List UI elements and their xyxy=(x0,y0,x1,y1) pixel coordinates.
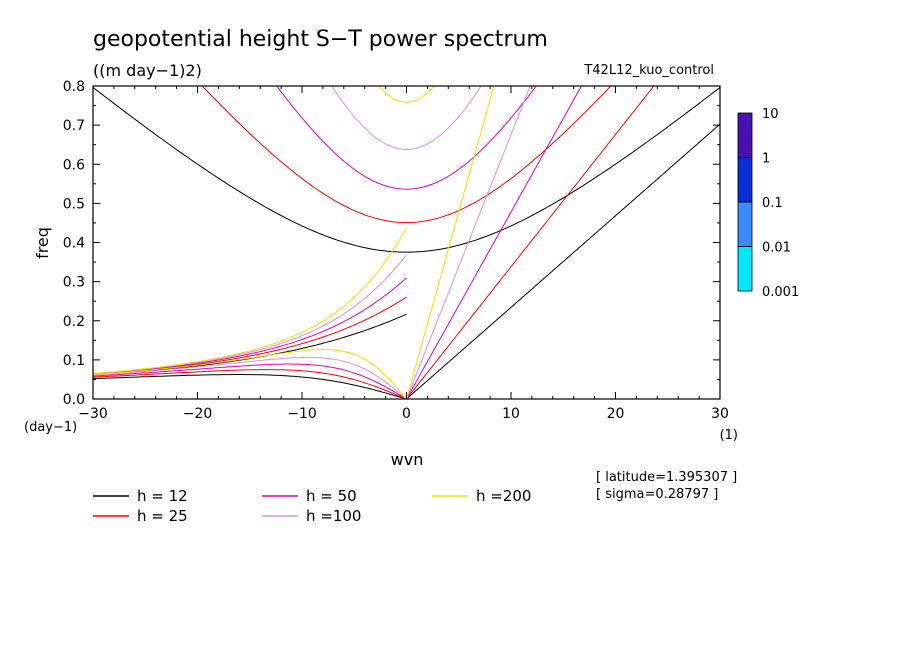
colorbar-segment-3 xyxy=(737,112,753,158)
colorbar-label-0: 0.001 xyxy=(762,285,799,300)
y-tick-label-3: 0.3 xyxy=(63,275,85,291)
x-unit-label: (1) xyxy=(720,428,738,443)
ig1-wave-h-12 xyxy=(93,87,720,253)
info-latitude: [ latitude=1.395307 ] xyxy=(596,470,737,485)
legend-label-1: h = 25 xyxy=(137,507,188,525)
y-tick-label-7: 0.7 xyxy=(63,118,85,134)
curve-h-200 xyxy=(93,86,495,399)
x-tick-label-1: −20 xyxy=(183,406,213,422)
ig1-wave-h-200 xyxy=(377,86,436,103)
plot-area xyxy=(93,86,720,399)
y-axis-label: freq xyxy=(33,227,52,259)
rossby-wave-h-25 xyxy=(93,369,407,399)
chart-title: geopotential height S−T power spectrum xyxy=(93,27,548,52)
x-axis: −30 −20 −10 0 10 20 30 xyxy=(78,86,729,422)
kelvin-wave-h-25 xyxy=(406,86,655,399)
ig1-wave-h-25 xyxy=(201,86,612,224)
colorbar-label-4: 10 xyxy=(762,107,779,122)
legend-label-4: h =200 xyxy=(476,487,531,505)
x-axis-label: wvn xyxy=(391,450,424,469)
rossby-wave-h-100 xyxy=(93,356,407,399)
colorbar-segment-2 xyxy=(737,157,753,203)
info-sigma: [ sigma=0.28797 ] xyxy=(596,487,718,502)
rossby-wave-h-12 xyxy=(93,374,407,399)
ig1-wave-h-50 xyxy=(276,86,537,190)
y-tick-label-4: 0.4 xyxy=(63,236,85,252)
dispersion-curves xyxy=(93,86,720,399)
y-tick-label-2: 0.2 xyxy=(63,314,85,330)
mrg-wave-h-200 xyxy=(93,227,407,374)
x-tick-label-0: −30 xyxy=(78,406,108,422)
chart-subtitle: ((m day−1)2) xyxy=(93,61,202,80)
y-tick-label-0: 0.0 xyxy=(63,392,85,408)
rossby-wave-h-200 xyxy=(93,348,407,399)
colorbar-label-2: 0.1 xyxy=(762,196,783,211)
x-tick-label-3: 0 xyxy=(402,406,411,422)
y-tick-label-8: 0.8 xyxy=(63,79,85,95)
x-tick-label-5: 20 xyxy=(607,406,625,422)
field-level-1-top xyxy=(325,103,446,148)
rossby-wave-h-50 xyxy=(93,363,407,399)
y-unit-label: (day−1) xyxy=(24,420,77,435)
ig1-wave-h-100 xyxy=(331,86,482,151)
field-level-1-ridge xyxy=(396,183,532,399)
curve-legend: h = 12 h = 25 h = 50 h =100 h =200 xyxy=(93,487,531,525)
x-tick-label-6: 30 xyxy=(711,406,729,422)
kelvin-wave-h-100 xyxy=(406,86,531,399)
power-field xyxy=(93,86,720,399)
colorbar-label-1: 0.01 xyxy=(762,241,791,256)
y-tick-label-5: 0.5 xyxy=(63,196,85,212)
colorbar-segment-0 xyxy=(737,246,753,292)
kelvin-wave-h-50 xyxy=(406,86,582,399)
legend-label-0: h = 12 xyxy=(137,487,188,505)
y-axis: 0.0 0.1 0.2 0.3 0.4 0.5 0.6 0.7 0.8 xyxy=(63,79,720,408)
x-tick-label-2: −10 xyxy=(287,406,317,422)
kelvin-wave-h-200 xyxy=(406,86,495,399)
legend-label-3: h =100 xyxy=(306,507,361,525)
y-tick-label-1: 0.1 xyxy=(63,353,85,369)
x-tick-label-4: 10 xyxy=(502,406,520,422)
legend-label-2: h = 50 xyxy=(306,487,357,505)
kelvin-wave-h-12 xyxy=(406,123,720,399)
colorbar: 0.001 0.01 0.1 1 10 xyxy=(737,107,799,300)
colorbar-label-3: 1 xyxy=(762,152,770,167)
run-label: T42L12_kuo_control xyxy=(583,63,714,78)
y-tick-label-6: 0.6 xyxy=(63,157,85,173)
colorbar-segment-1 xyxy=(737,201,753,247)
